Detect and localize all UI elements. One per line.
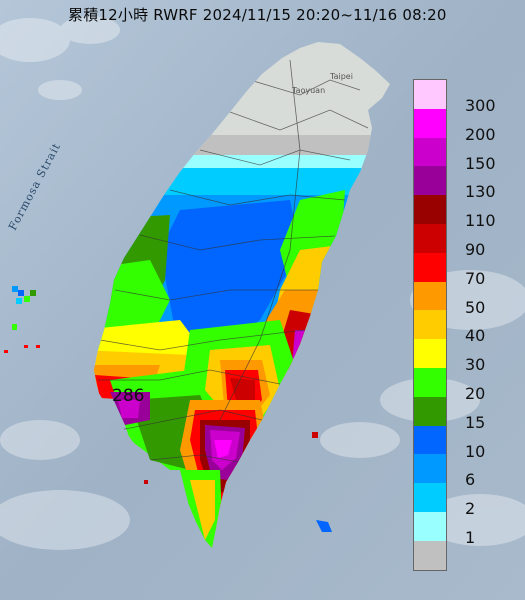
legend-swatch [414,80,446,110]
cloud-texture [0,16,525,550]
legend-label: 90 [465,240,486,259]
legend-label: 200 [465,124,496,144]
legend-swatch [414,454,446,484]
max-rainfall-marker-icon [122,402,138,417]
legend-swatch [414,512,446,542]
map-title: 累積12小時 RWRF 2024/11/15 20:20~11/16 08:20 [68,6,447,24]
legend-label: 150 [465,153,496,173]
legend-swatch [414,224,446,254]
legend-swatch [414,252,446,283]
legend-swatch [414,339,446,369]
max-rainfall-value: 286 [112,386,145,406]
legend-label: 130 [465,182,496,202]
legend-label: 10 [465,441,486,461]
penghu-islands [4,286,40,353]
legend-label: 50 [465,297,486,317]
legend-swatch [414,540,446,571]
legend-swatch [414,108,446,139]
legend-swatch [414,425,446,455]
legend-label: 110 [465,211,496,231]
legend-frame [413,79,447,571]
liuqiu-island [144,480,148,484]
legend-label: 1 [465,528,476,547]
legend-label: 70 [465,268,486,288]
legend-swatch [414,195,446,225]
legend-swatch [414,310,446,340]
legend-label: 30 [465,355,486,375]
orchid-island [316,520,332,532]
city-label-taipei: Taipei [330,72,353,81]
legend-swatch [414,368,446,398]
legend-label: 6 [465,470,476,490]
legend-label: 15 [465,412,486,432]
legend-label: 40 [465,326,486,346]
legend-label: 300 [465,96,496,115]
legend-swatch [414,137,446,167]
city-label-taoyuan: Taoyuan [292,86,326,95]
legend-swatch [414,396,446,427]
legend-label: 2 [465,499,476,519]
legend-swatch [414,483,446,513]
green-island [312,432,318,438]
legend-swatch [414,166,446,196]
legend-label: 20 [465,384,486,403]
legend-swatch [414,281,446,311]
